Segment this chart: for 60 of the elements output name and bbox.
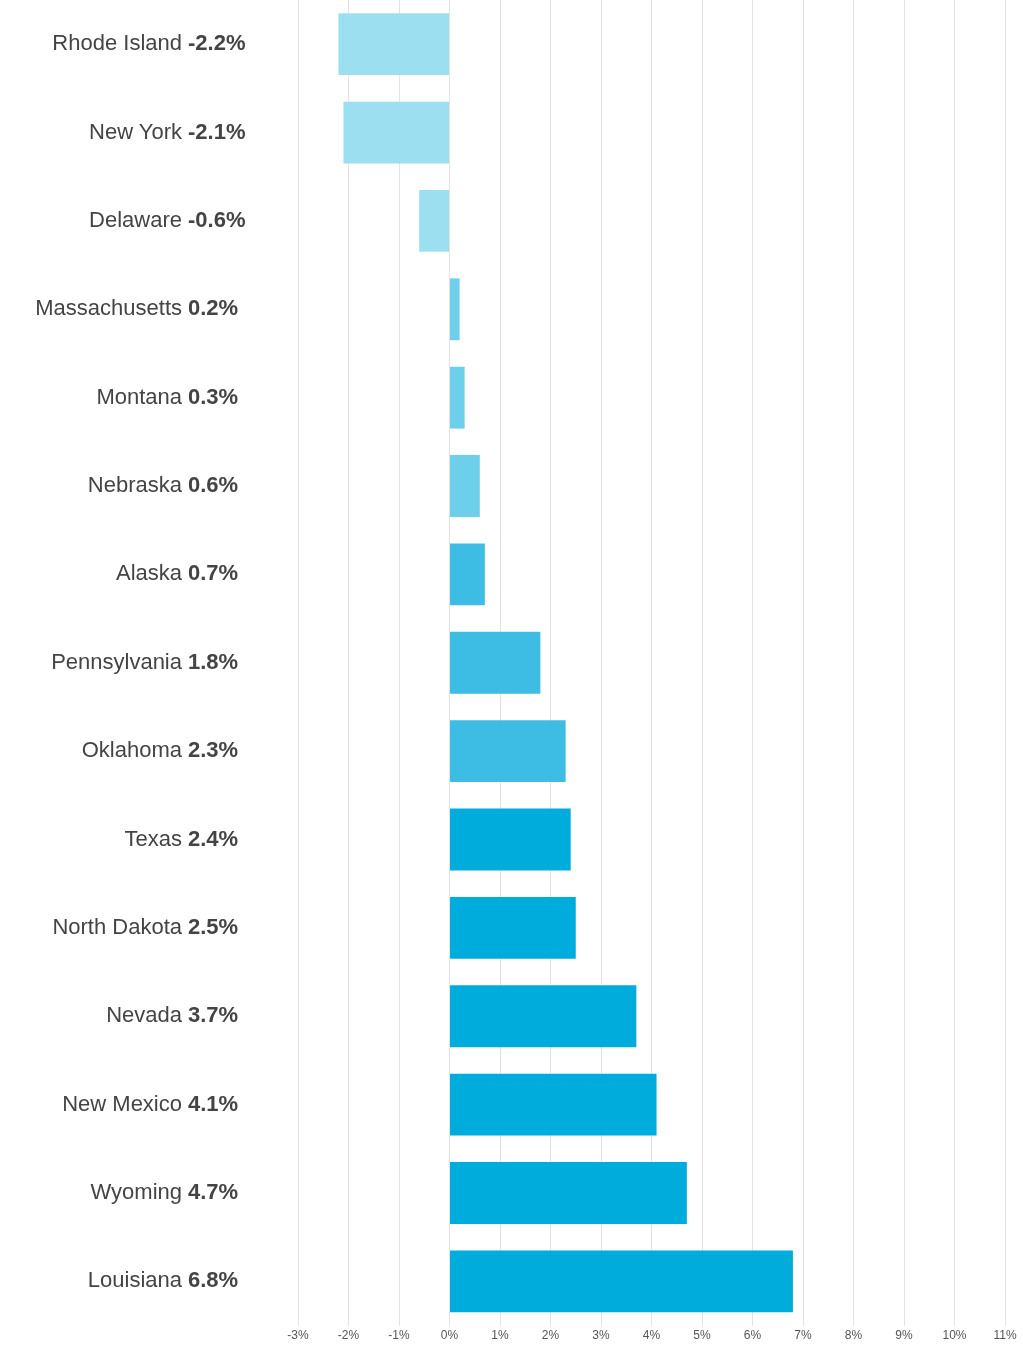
data-label: -2.2% (188, 30, 246, 56)
data-label: 3.7% (188, 1002, 239, 1028)
y-tick-label: North Dakota (52, 913, 183, 939)
bar (450, 1073, 657, 1136)
y-tick-label: Delaware (89, 207, 182, 232)
y-tick-label: Texas (124, 825, 182, 851)
data-label: 6.8% (188, 1267, 239, 1293)
bar (419, 190, 449, 252)
data-label: 2.5% (188, 913, 239, 939)
x-tick-label: 5% (693, 1328, 711, 1343)
bar (450, 720, 566, 783)
y-tick-label: Massachusetts (35, 295, 182, 321)
x-tick-label: 9% (895, 1328, 913, 1343)
x-tick-label: 7% (794, 1328, 812, 1343)
x-tick-label: 0% (440, 1328, 459, 1343)
bar (450, 455, 480, 517)
y-tick-label: Oklahoma (81, 737, 183, 763)
x-tick-label: 4% (642, 1328, 661, 1343)
y-tick-label: Alaska (115, 560, 183, 586)
data-label: 4.1% (188, 1090, 239, 1116)
data-label: 1.8% (188, 648, 239, 674)
y-tick-label: Montana (96, 383, 183, 409)
y-tick-label: New York (89, 118, 183, 144)
bar (450, 278, 460, 341)
x-tick-label: 11% (993, 1328, 1017, 1343)
data-label: 0.7% (188, 560, 239, 586)
x-tick-label: -3% (287, 1328, 309, 1343)
bar (338, 13, 449, 76)
bar (450, 985, 637, 1048)
x-tick-label: 8% (844, 1328, 863, 1343)
data-label: 4.7% (188, 1179, 239, 1205)
x-tick-label: -2% (337, 1328, 360, 1343)
x-tick-label: 1% (491, 1328, 509, 1343)
data-label: 0.6% (188, 472, 239, 498)
bar (450, 808, 571, 871)
data-label: -0.6% (188, 207, 246, 232)
x-tick-label: 6% (743, 1328, 762, 1343)
x-tick-label: -1% (388, 1328, 410, 1343)
data-label: 2.4% (188, 825, 239, 851)
bar (450, 1162, 687, 1224)
data-label: -2.1% (188, 118, 246, 144)
bar (450, 1250, 793, 1313)
y-tick-label: Wyoming (90, 1179, 182, 1205)
bar (450, 543, 485, 606)
data-label: 0.3% (188, 383, 239, 409)
y-tick-label: Louisiana (87, 1267, 183, 1293)
x-tick-label: 10% (942, 1328, 967, 1343)
y-tick-label: New Mexico (62, 1090, 182, 1116)
bar (450, 366, 465, 429)
bar (450, 631, 541, 694)
y-tick-label: Nebraska (87, 472, 183, 498)
data-label: 2.3% (188, 737, 239, 763)
bar (450, 896, 576, 959)
x-tick-label: 3% (592, 1328, 610, 1343)
y-tick-label: Pennsylvania (51, 648, 183, 674)
x-tick-label: 2% (541, 1328, 560, 1343)
data-label: 0.2% (188, 295, 239, 321)
y-tick-label: Rhode Island (52, 30, 182, 56)
y-tick-label: Nevada (106, 1002, 183, 1028)
bar (343, 101, 449, 164)
